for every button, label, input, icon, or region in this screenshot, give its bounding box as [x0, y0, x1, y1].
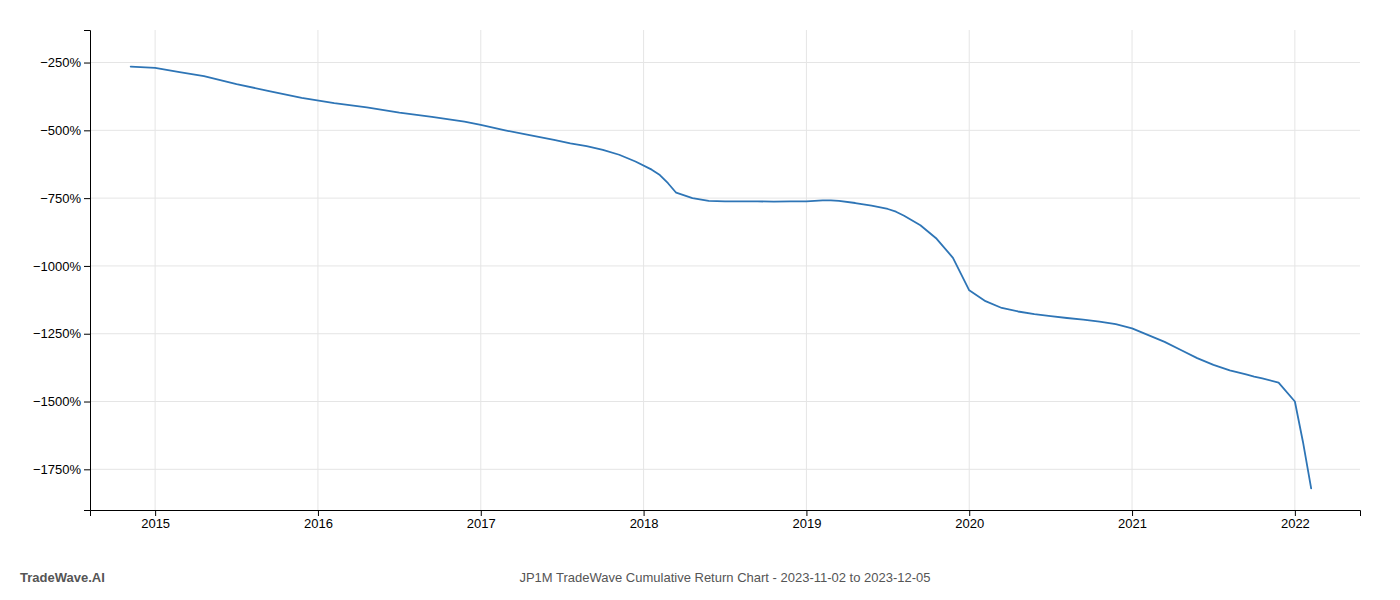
- y-grid-line: [90, 62, 1360, 63]
- y-tick: −750%: [40, 191, 90, 206]
- watermark: TradeWave.AI: [20, 570, 105, 585]
- x-tick-label: 2020: [955, 516, 984, 531]
- x-tick-label: 2021: [1118, 516, 1147, 531]
- x-tick-label: 2018: [630, 516, 659, 531]
- y-tick-mark: [84, 469, 90, 470]
- y-grid-line: [90, 265, 1360, 266]
- x-tick-label: 2017: [467, 516, 496, 531]
- x-tick-label: 2019: [792, 516, 821, 531]
- y-grid-line: [90, 469, 1360, 470]
- y-tick-mark: [84, 334, 90, 335]
- y-tick-label: −1750%: [33, 462, 82, 477]
- y-tick: −1500%: [33, 394, 90, 409]
- y-tick-label: −1000%: [33, 259, 82, 274]
- y-tick-mark: [84, 198, 90, 199]
- x-tick: 2021: [1118, 510, 1147, 531]
- x-tick-label: 2022: [1281, 516, 1310, 531]
- x-tick: 2016: [304, 510, 333, 531]
- x-tick: 2020: [955, 510, 984, 531]
- y-grid-line: [90, 198, 1360, 199]
- y-grid-line: [90, 130, 1360, 131]
- x-grid-line: [643, 30, 644, 510]
- y-tick-mark: [84, 130, 90, 131]
- x-tick-label: 2016: [304, 516, 333, 531]
- x-tick-mark: [318, 510, 319, 516]
- x-grid-line: [480, 30, 481, 510]
- x-tick-mark: [806, 510, 807, 516]
- y-grid-line: [90, 401, 1360, 402]
- y-tick-label: −750%: [40, 191, 81, 206]
- x-tick: 2018: [630, 510, 659, 531]
- x-tick-mark: [644, 510, 645, 516]
- x-tick-mark: [481, 510, 482, 516]
- x-tick-mark: [1295, 510, 1296, 516]
- y-tick-mark: [84, 266, 90, 267]
- x-tick-mark: [155, 510, 156, 516]
- y-axis-line: [84, 31, 91, 511]
- x-grid-line: [1132, 30, 1133, 510]
- title: JP1M TradeWave Cumulative Return Chart -…: [519, 570, 930, 585]
- x-tick: 2017: [467, 510, 496, 531]
- y-tick: −250%: [40, 55, 90, 70]
- x-tick-label: 2015: [141, 516, 170, 531]
- chart: 2015 2016 2017 2018 2019 2020 2021 2022 −250% −50…: [0, 0, 1400, 600]
- y-tick-label: −500%: [40, 123, 81, 138]
- x-grid-line: [1294, 30, 1295, 510]
- y-tick-label: −250%: [40, 55, 81, 70]
- x-tick: 2015: [141, 510, 170, 531]
- y-tick: −1000%: [33, 259, 90, 274]
- x-axis: 2015 2016 2017 2018 2019 2020 2021 2022: [91, 510, 1361, 531]
- line: [131, 67, 1311, 489]
- x-grid-line: [806, 30, 807, 510]
- x-tick: 2022: [1281, 510, 1310, 531]
- x-grid-line: [155, 30, 156, 510]
- x-axis-line: [91, 511, 1361, 517]
- x-tick: 2019: [792, 510, 821, 531]
- y-grid-line: [90, 333, 1360, 334]
- y-tick-mark: [84, 402, 90, 403]
- y-tick-label: −1250%: [33, 326, 82, 341]
- plot-area: [131, 67, 1311, 489]
- y-tick: −500%: [40, 123, 90, 138]
- y-tick: −1250%: [33, 326, 90, 341]
- y-tick-mark: [84, 63, 90, 64]
- y-tick-label: −1500%: [33, 394, 82, 409]
- y-axis: −250% −500% −750% −1000% −1250% −1500% −1750%: [33, 31, 91, 511]
- x-tick-mark: [1132, 510, 1133, 516]
- x-tick-mark: [969, 510, 970, 516]
- x-grid-line: [969, 30, 970, 510]
- x-grid-line: [317, 30, 318, 510]
- y-tick: −1750%: [33, 462, 90, 477]
- grid: [90, 30, 1360, 510]
